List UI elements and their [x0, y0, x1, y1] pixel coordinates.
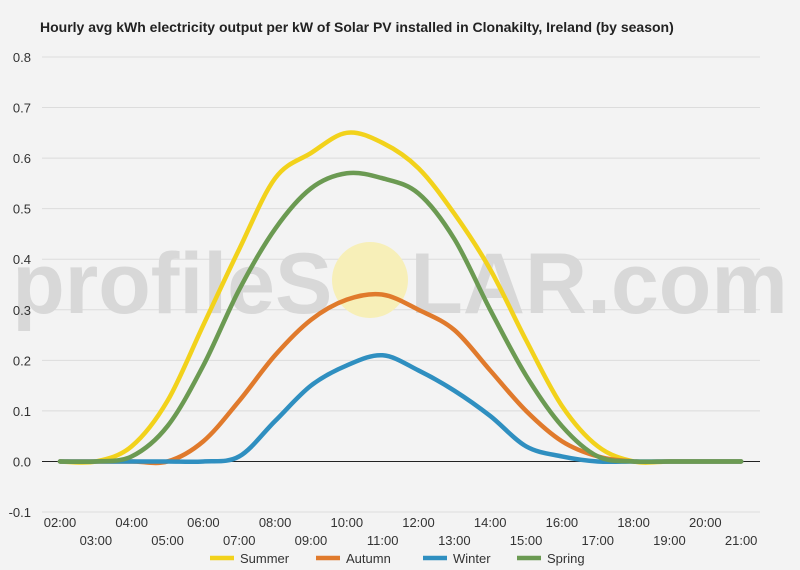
x-tick-label: 07:00 — [223, 533, 256, 548]
y-tick-label: 0.7 — [13, 101, 31, 116]
y-tick-label: 0.0 — [13, 454, 31, 469]
legend-label: Winter — [453, 551, 491, 566]
y-tick-label: 0.1 — [13, 404, 31, 419]
y-tick-label: 0.4 — [13, 252, 31, 267]
x-tick-label: 17:00 — [581, 533, 614, 548]
y-tick-label: 0.6 — [13, 151, 31, 166]
x-tick-label: 13:00 — [438, 533, 471, 548]
x-tick-label: 02:00 — [44, 515, 77, 530]
legend-label: Autumn — [346, 551, 391, 566]
x-tick-label: 05:00 — [151, 533, 184, 548]
legend-label: Spring — [547, 551, 585, 566]
y-tick-label: 0.2 — [13, 353, 31, 368]
series-line-spring — [57, 170, 744, 465]
x-tick-label: 04:00 — [115, 515, 148, 530]
x-tick-label: 19:00 — [653, 533, 686, 548]
x-tick-label: 16:00 — [546, 515, 579, 530]
y-tick-label: 0.8 — [13, 50, 31, 65]
x-tick-label: 12:00 — [402, 515, 435, 530]
y-tick-label: 0.5 — [13, 202, 31, 217]
y-tick-label: -0.1 — [9, 505, 31, 520]
chart-title: Hourly avg kWh electricity output per kW… — [40, 19, 674, 35]
x-tick-label: 14:00 — [474, 515, 507, 530]
sun-logo-icon — [332, 242, 408, 318]
legend-label: Summer — [240, 551, 290, 566]
legend: Summer Autumn Winter Spring — [210, 551, 585, 566]
x-tick-label: 21:00 — [725, 533, 758, 548]
watermark-logo: profileS LAR.com — [12, 236, 788, 332]
x-tick-label: 08:00 — [259, 515, 292, 530]
x-tick-label: 11:00 — [367, 533, 399, 548]
x-tick-label: 10:00 — [331, 515, 364, 530]
x-tick-label: 18:00 — [617, 515, 650, 530]
x-tick-label: 20:00 — [689, 515, 722, 530]
y-axis-ticks: -0.1 0.0 0.1 0.2 0.3 0.4 0.5 0.6 0.7 0.8 — [9, 50, 31, 520]
series-lines — [57, 130, 744, 466]
x-tick-label: 03:00 — [80, 533, 113, 548]
watermark-text: profileS LAR.com — [12, 236, 788, 332]
x-tick-label: 09:00 — [295, 533, 328, 548]
x-tick-label: 15:00 — [510, 533, 543, 548]
y-tick-label: 0.3 — [13, 303, 31, 318]
x-tick-label: 06:00 — [187, 515, 220, 530]
x-axis-ticks: 02:0003:0004:0005:0006:0007:0008:0009:00… — [44, 515, 758, 548]
